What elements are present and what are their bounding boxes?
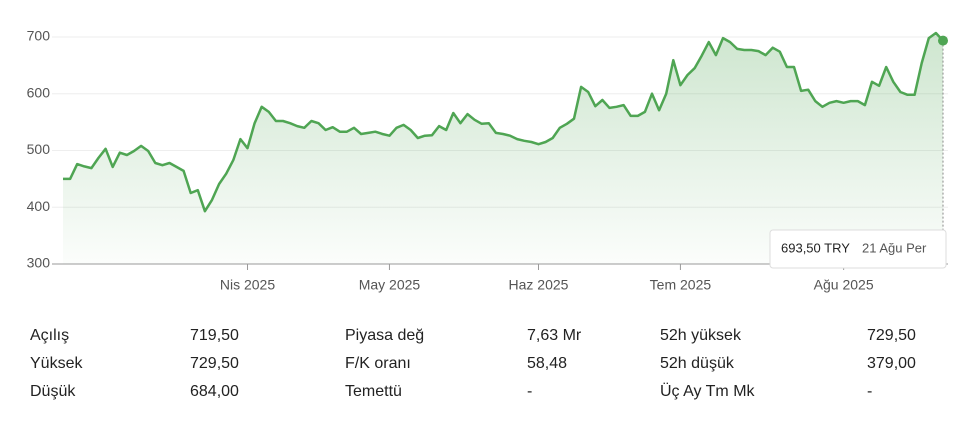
stat-label: 52h yüksek <box>660 327 741 344</box>
x-tick-label: Ağu 2025 <box>814 277 874 293</box>
stat-value: 58,48 <box>527 355 568 372</box>
area <box>63 33 943 264</box>
y-tick-label: 700 <box>27 28 51 44</box>
stat-label: 52h düşük <box>660 355 734 372</box>
tooltip-date: 21 Ağu Per <box>862 240 927 255</box>
stat-label: Üç Ay Tm Mk <box>660 383 755 400</box>
last-point <box>938 35 948 46</box>
price-line <box>63 31 944 213</box>
stat-label: Piyasa değ <box>345 327 425 344</box>
stat-label: Açılış <box>30 327 70 344</box>
x-tick-label: Haz 2025 <box>509 277 569 293</box>
stat-value: 729,50 <box>190 355 239 372</box>
stat-value: 684,00 <box>190 383 239 400</box>
y-tick-label: 600 <box>27 84 51 100</box>
chart: 300 400 500 600 700 Nis 2025 May 2025 Haz 2025 T… <box>27 28 948 293</box>
tooltip-box <box>769 229 947 269</box>
x-tick-label: Tem 2025 <box>650 277 712 293</box>
stat-value: 7,63 Mr <box>527 327 582 344</box>
stat-value: - <box>527 383 533 400</box>
tooltip: 693,50 TRY 21 Ağu Per <box>769 229 947 269</box>
stat-label: Yüksek <box>30 355 83 372</box>
stat-label: Temettü <box>345 383 402 400</box>
stat-label: Düşük <box>30 383 76 400</box>
x-tick-label: Nis 2025 <box>220 277 275 293</box>
tooltip-value: 693,50 TRY <box>781 240 850 255</box>
y-tick-label: 400 <box>27 198 51 214</box>
y-tick-label: 300 <box>27 255 51 271</box>
stat-label: F/K oranı <box>345 355 411 372</box>
y-tick-label: 500 <box>27 141 51 157</box>
stat-value: 379,00 <box>867 355 916 372</box>
stat-value: - <box>867 383 873 400</box>
stat-value: 729,50 <box>867 327 916 344</box>
stat-value: 719,50 <box>190 327 239 344</box>
x-tick-label: May 2025 <box>359 277 421 293</box>
